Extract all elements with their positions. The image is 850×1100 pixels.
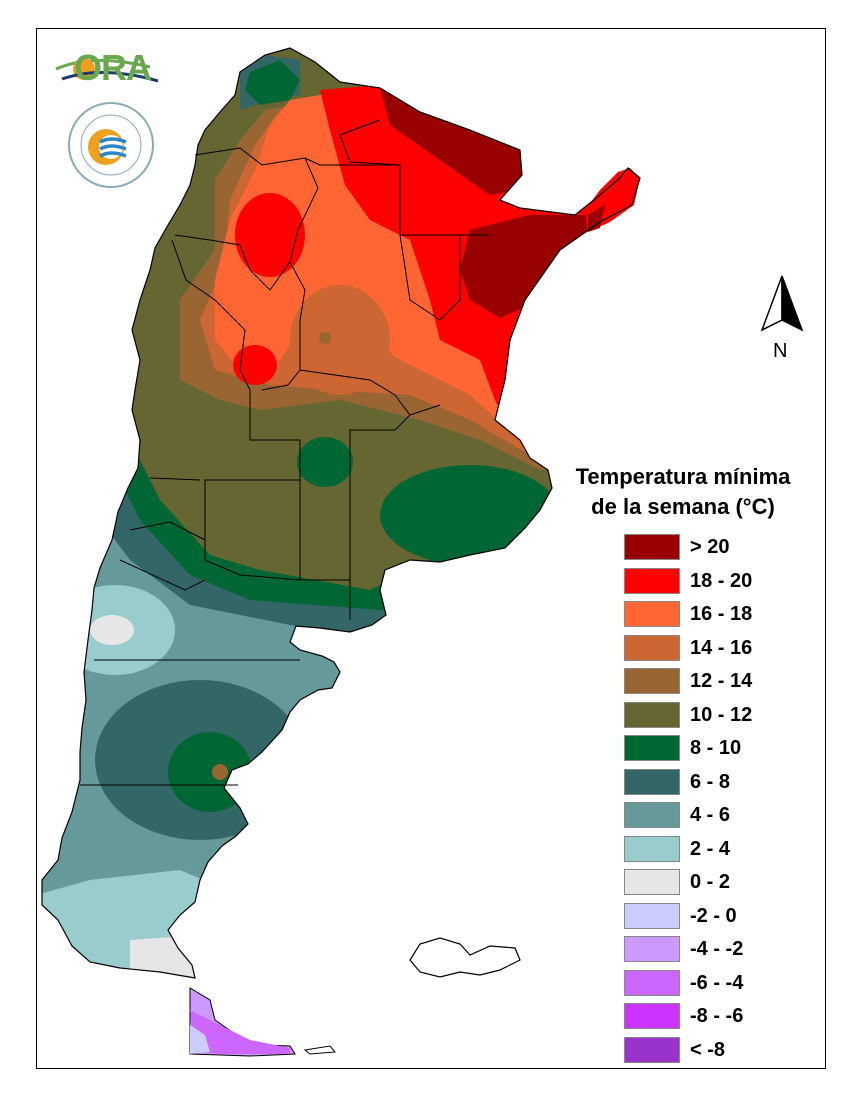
legend-swatch bbox=[624, 1003, 680, 1029]
legend-swatch bbox=[624, 768, 680, 795]
misiones-hot-spot bbox=[588, 205, 605, 232]
tierra-del-fuego-band bbox=[190, 1010, 290, 1054]
legend-label: < -8 bbox=[690, 1038, 726, 1061]
north-label: N bbox=[773, 340, 788, 362]
legend-label: 0 - 2 bbox=[690, 871, 731, 893]
legend-swatch bbox=[624, 835, 680, 862]
north-arrow-icon bbox=[752, 272, 812, 362]
legend-swatch bbox=[624, 969, 680, 996]
legend-label: 16 - 18 bbox=[690, 603, 753, 625]
legend-label: 12 - 14 bbox=[690, 670, 753, 692]
legend-label: > 20 bbox=[690, 536, 730, 558]
ora-logo-text: ORA bbox=[74, 47, 152, 88]
malvinas-islands bbox=[409, 937, 521, 978]
legend-swatch bbox=[624, 1036, 680, 1063]
tierra-del-fuego-band-2 bbox=[190, 1025, 210, 1054]
legend-swatch bbox=[624, 701, 680, 728]
legend-label: 2 - 4 bbox=[690, 837, 731, 860]
legend-swatch bbox=[624, 567, 680, 594]
legend-label: -4 - -2 bbox=[690, 938, 744, 960]
legend-swatch bbox=[624, 601, 680, 627]
legend-swatch bbox=[624, 735, 680, 761]
legend-label: 18 - 20 bbox=[690, 569, 753, 592]
legend-swatch bbox=[624, 936, 680, 962]
legend-label: -2 - 0 bbox=[690, 904, 737, 927]
legend-label: 8 - 10 bbox=[690, 737, 742, 759]
legend-label: -8 - -6 bbox=[690, 1005, 744, 1027]
legend-swatch bbox=[624, 902, 680, 929]
legend-label: 10 - 12 bbox=[690, 703, 753, 726]
legend-swatch bbox=[624, 668, 680, 694]
legend-swatch bbox=[624, 802, 680, 828]
legend-swatch bbox=[624, 634, 680, 661]
legend-label: 14 - 16 bbox=[690, 636, 753, 659]
legend-label: 4 - 6 bbox=[690, 804, 731, 826]
province-borders bbox=[41, 47, 641, 979]
smn-seal bbox=[66, 100, 156, 190]
legend-title: Temperatura mínima de la semana (°C) bbox=[548, 462, 818, 522]
legend-title-line2: de la semana (°C) bbox=[591, 494, 775, 519]
isla-de-los-estados bbox=[303, 1045, 337, 1055]
legend-title-line1: Temperatura mínima bbox=[575, 464, 791, 489]
legend-swatch bbox=[624, 869, 680, 895]
legend-label: 6 - 8 bbox=[690, 770, 731, 793]
legend: Temperatura mínima de la semana (°C) > 2… bbox=[548, 462, 828, 1063]
legend-label: -6 - -4 bbox=[690, 971, 744, 994]
ora-logo: ORA bbox=[52, 45, 162, 95]
legend-swatch bbox=[624, 534, 680, 560]
